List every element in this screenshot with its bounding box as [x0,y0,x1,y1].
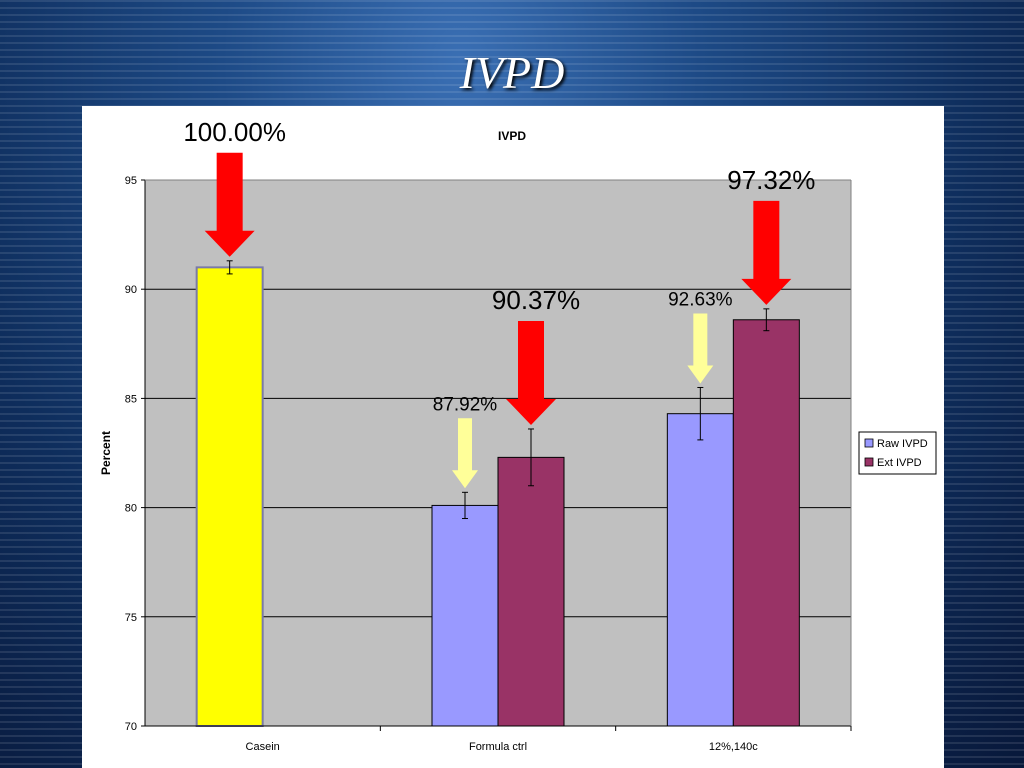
x-tick-label: 12%,140c [709,741,758,753]
legend-label-raw: Raw IVPD [877,438,928,450]
annotation-label: 87.92% [433,394,498,415]
chart-title: IVPD [498,129,526,143]
bar [666,413,734,727]
y-tick-label: 70 [125,721,137,733]
y-axis-label: Percent [99,431,113,475]
legend-label-ext: Ext IVPD [877,457,922,469]
legend: Raw IVPD Ext IVPD [858,431,937,475]
y-tick-label: 85 [125,393,137,405]
x-tick-label: Formula ctrl [469,741,527,753]
y-tick-label: 95 [125,175,137,187]
annotation-label: 100.00% [183,117,286,147]
chart-panel: IVPD Percent 70 75 80 85 90 95 Casein Formula c… [82,106,944,768]
yellow-arrow-icon [452,418,478,489]
slide-title: IVPD [459,47,565,98]
y-tick-label: 90 [125,284,137,296]
x-tick-label: Casein [246,741,280,753]
red-arrow-icon [506,320,556,425]
annotation-label: 92.63% [668,289,733,310]
bar [195,266,264,728]
ivpd-bar-chart: IVPD Percent 70 75 80 85 90 95 Casein Formula c… [99,117,937,753]
red-arrow-icon [204,152,255,257]
bar [431,504,499,727]
legend-swatch-ext [864,457,874,467]
red-arrow-icon [741,200,792,305]
bar [732,319,800,727]
y-tick-label: 80 [125,503,137,515]
yellow-arrow-icon [687,313,714,384]
annotation-label: 97.32% [727,165,815,195]
bar [497,456,565,727]
y-tick-label: 75 [125,612,137,624]
annotations: 100.00% 87.92% 90.37% 92.63% 97.32% [183,117,815,489]
axes: 70 75 80 85 90 95 Casein Formula ctrl 12%,140c [125,175,852,753]
annotation-label: 90.37% [492,285,580,315]
bars [195,260,800,728]
legend-swatch-raw [864,438,874,448]
